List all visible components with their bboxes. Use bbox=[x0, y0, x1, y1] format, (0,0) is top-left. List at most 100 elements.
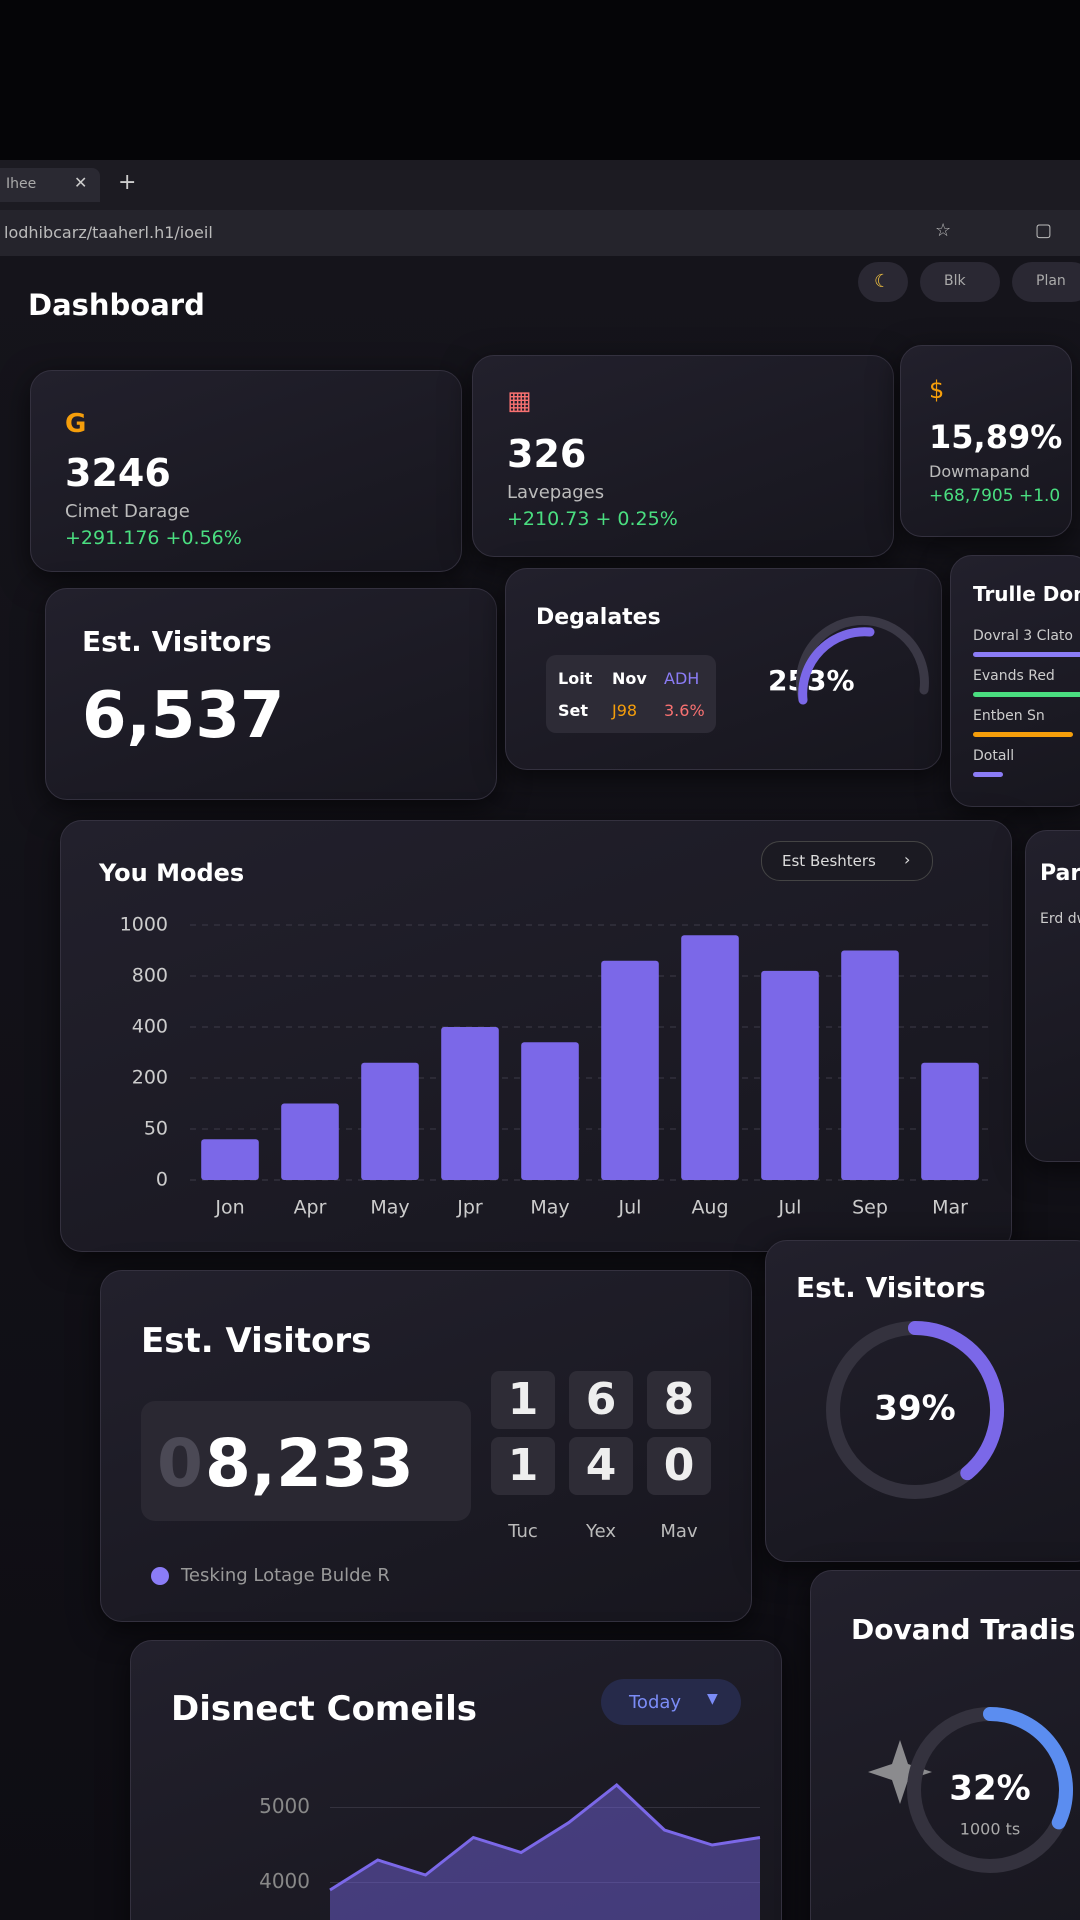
card-title: Par bbox=[1040, 861, 1080, 886]
gauge-subtitle: 1000 ts bbox=[960, 1820, 1020, 1839]
header-button-label: Blk bbox=[944, 273, 966, 289]
y-tick-label: 200 bbox=[132, 1067, 168, 1089]
tile-label: Yex bbox=[585, 1521, 616, 1542]
y-tick-label: 5000 bbox=[259, 1794, 310, 1818]
mini-table: Loit Nov ADH Set J98 3.6% bbox=[546, 655, 716, 733]
theme-toggle[interactable]: ☾ bbox=[858, 262, 908, 302]
stat-value: 3246 bbox=[65, 451, 171, 495]
url[interactable]: lodhibcarz/taaherl.h1/ioeil bbox=[4, 223, 213, 242]
stat-card: G 3246 Cimet Darage +291.176 +0.56% bbox=[30, 370, 462, 572]
bar bbox=[201, 1139, 259, 1180]
trend-item: Entben Sn bbox=[973, 708, 1045, 724]
bar bbox=[281, 1103, 339, 1180]
x-tick-label: Mar bbox=[932, 1197, 968, 1219]
gauge-arc bbox=[798, 627, 875, 705]
header-button-label: Plan bbox=[1036, 273, 1066, 289]
y-tick-label: 50 bbox=[144, 1118, 168, 1140]
x-tick-label: Apr bbox=[294, 1197, 327, 1219]
x-tick-label: Sep bbox=[852, 1197, 888, 1219]
x-tick-label: Jul bbox=[778, 1197, 802, 1219]
table-cell: J98 bbox=[612, 701, 638, 720]
stat-icon: ▦ bbox=[507, 386, 532, 416]
star-icon[interactable]: ☆ bbox=[935, 220, 952, 241]
period-label: Today bbox=[629, 1692, 682, 1713]
menu-icon[interactable]: ▢ bbox=[1035, 220, 1053, 241]
area-chart-card: Disnect Comeils Today ▼ bbox=[130, 1640, 782, 1920]
gauge-label: 32% bbox=[949, 1769, 1030, 1809]
tile-label: Mav bbox=[660, 1521, 698, 1542]
card-title: Est. Visitors bbox=[796, 1271, 986, 1304]
visitors-card: Est. Visitors 6,537 bbox=[45, 588, 497, 800]
bar bbox=[841, 950, 899, 1180]
table-cell: ADH bbox=[664, 669, 700, 688]
tab-title: Ihee bbox=[6, 176, 37, 192]
visitors-value: 6,537 bbox=[82, 679, 285, 753]
x-tick-label: Jul bbox=[618, 1197, 642, 1219]
header-button[interactable]: Blk bbox=[920, 262, 1000, 302]
stat-delta: +291.176 +0.56% bbox=[65, 527, 242, 549]
gauge-ring bbox=[795, 615, 929, 705]
legend-label: Tesking Lotage Bulde R bbox=[181, 1565, 390, 1586]
bar bbox=[521, 1042, 579, 1180]
flip-tile: 0 bbox=[647, 1437, 711, 1495]
gauge-label: 39% bbox=[874, 1389, 955, 1429]
y-tick-label: 400 bbox=[132, 1016, 168, 1038]
gauge-arc bbox=[908, 1321, 1004, 1481]
trend-item: Evands Red bbox=[973, 668, 1055, 684]
trend-bar bbox=[973, 772, 1003, 777]
stat-card: ▦ 326 Lavepages +210.73 + 0.25% bbox=[472, 355, 894, 557]
stat-icon: $ bbox=[929, 376, 945, 404]
gauge-card: Est. Visitors bbox=[765, 1240, 1080, 1562]
x-tick-label: May bbox=[530, 1197, 569, 1219]
counter-display: 0 8,233 bbox=[141, 1401, 471, 1521]
y-tick-label: 0 bbox=[156, 1169, 168, 1191]
tab[interactable]: Ihee ✕ bbox=[0, 168, 100, 202]
card-title: Disnect Comeils bbox=[171, 1689, 477, 1729]
trend-bar bbox=[973, 652, 1080, 657]
card-title: Dovand Tradis bbox=[851, 1613, 1076, 1646]
y-tick-label: 800 bbox=[132, 965, 168, 987]
header-button[interactable]: Plan bbox=[1012, 262, 1080, 302]
trend-bar bbox=[973, 692, 1080, 697]
moon-icon: ☾ bbox=[874, 271, 891, 292]
table-cell: 3.6% bbox=[664, 701, 705, 720]
chart-button[interactable]: Est Beshters › bbox=[761, 841, 933, 881]
card-title: Est. Visitors bbox=[141, 1321, 372, 1361]
tab-close[interactable]: ✕ bbox=[74, 173, 88, 192]
period-select[interactable]: Today ▼ bbox=[601, 1679, 741, 1725]
bar bbox=[601, 960, 659, 1180]
stat-value: 15,89% bbox=[929, 418, 1063, 456]
table-cell: Nov bbox=[612, 669, 647, 688]
counter-card: Est. Visitors 0 8,233 1 1 Tuc 6 4 Yex 8 0 Mav Te… bbox=[100, 1270, 752, 1622]
new-tab[interactable]: + bbox=[118, 170, 137, 195]
area-fill bbox=[330, 1785, 760, 1920]
sparkle-icon bbox=[868, 1740, 932, 1804]
stat-icon: G bbox=[65, 409, 87, 439]
degalates-card: Degalates Loit Nov ADH Set J98 3.6% 253% bbox=[505, 568, 942, 770]
gauge-arc bbox=[983, 1707, 1073, 1830]
card-title: Degalates bbox=[536, 605, 661, 630]
caret: ▼ bbox=[707, 1691, 718, 1707]
flip-tile: 1 bbox=[491, 1371, 555, 1429]
flip-tile: 4 bbox=[569, 1437, 633, 1495]
stat-label: Dowmapand bbox=[929, 462, 1030, 481]
bar bbox=[361, 1062, 419, 1180]
x-tick-label: Jpr bbox=[456, 1197, 483, 1219]
y-tick-label: 4000 bbox=[259, 1869, 310, 1893]
chart-button-label: Est Beshters bbox=[782, 852, 876, 870]
chevron: › bbox=[904, 850, 911, 869]
gauge-card: Dovand Tradis bbox=[810, 1570, 1080, 1920]
stat-value: 326 bbox=[507, 432, 587, 476]
stat-card: $ 15,89% Dowmapand +68,7905 +1.0 bbox=[900, 345, 1072, 537]
stat-label: Cimet Darage bbox=[65, 501, 190, 522]
x-tick-label: May bbox=[370, 1197, 409, 1219]
bar bbox=[441, 1027, 499, 1180]
x-tick-label: Aug bbox=[691, 1197, 728, 1219]
counter-lead: 0 bbox=[157, 1425, 203, 1502]
legend-dot bbox=[151, 1567, 169, 1585]
y-tick-label: 1000 bbox=[120, 914, 168, 936]
stat-delta: +68,7905 +1.0 bbox=[929, 486, 1061, 506]
